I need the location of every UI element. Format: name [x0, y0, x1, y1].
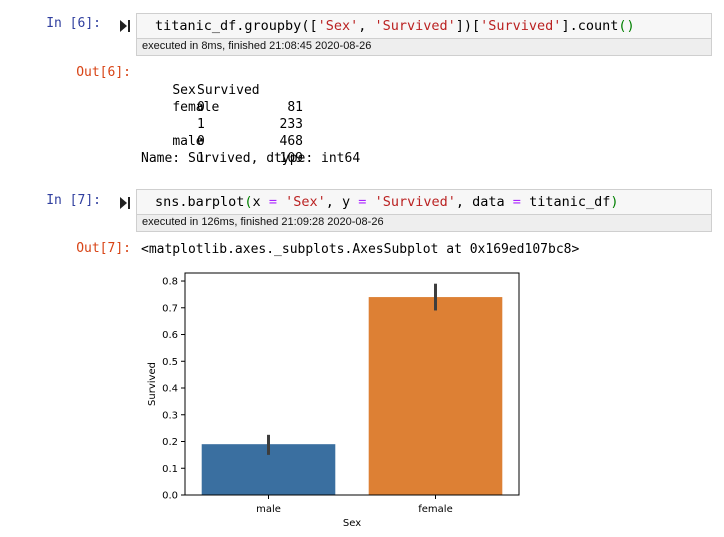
series-level: 0: [197, 134, 205, 149]
cell-6-code-input[interactable]: titanic_df.groupby(['Sex', 'Survived'])[…: [136, 13, 712, 39]
series-level: 0: [197, 100, 205, 115]
series-row: female 0 81: [141, 82, 303, 115]
y-axis-label: Survived: [147, 362, 158, 406]
code-p2-name: y: [342, 194, 351, 210]
axes-frame: [184, 272, 520, 496]
series-count: 109: [279, 151, 303, 166]
cell-7-code-input[interactable]: sns.barplot(x = 'Sex', y = 'Survived', d…: [136, 189, 712, 215]
code-func: sns.barplot: [155, 194, 245, 210]
series-level: 1: [197, 151, 205, 166]
x-tick-label: female: [418, 504, 452, 515]
cell-7-out-prompt: Out[7]:: [76, 241, 131, 256]
run-cell-7-icon[interactable]: [118, 196, 132, 210]
cell-6-exec-info: executed in 8ms, finished 21:08:45 2020-…: [136, 39, 712, 56]
series-count: 81: [287, 100, 303, 115]
y-tick-label: 0.1: [162, 464, 178, 475]
code-obj: titanic_df: [155, 18, 237, 34]
y-tick-label: 0.5: [162, 357, 178, 368]
series-header-col1: Sex: [172, 83, 196, 98]
y-tick-label: 0.4: [162, 384, 178, 395]
cell-6-out-prompt: Out[6]:: [76, 65, 131, 80]
series-footer: Name: Survived, dtype: int64: [141, 151, 361, 166]
cell-7-in-prompt: In [7]:: [46, 193, 101, 208]
x-tick-label: male: [256, 504, 281, 515]
y-tick-label: 0.6: [162, 330, 178, 341]
series-row: 1 109: [141, 133, 303, 166]
code-p2-val: 'Survived': [374, 194, 456, 210]
series-count: 468: [279, 134, 303, 149]
cell-7-exec-info: executed in 126ms, finished 21:09:28 202…: [136, 215, 712, 232]
series-row: 1 233: [141, 99, 303, 132]
series-group: male: [172, 134, 204, 149]
series-count: 233: [279, 117, 303, 132]
code-p3-val: titanic_df: [529, 194, 611, 210]
series-group: female: [172, 100, 220, 115]
code-method: .groupby: [236, 18, 302, 34]
bar-female: [368, 297, 503, 495]
code-p1-val: 'Sex': [285, 194, 326, 210]
y-tick-label: 0.7: [162, 303, 178, 314]
code-tail: .count: [569, 18, 619, 34]
code-index-key: 'Survived': [480, 18, 562, 34]
cell-7-output-text: <matplotlib.axes._subplots.AxesSubplot a…: [141, 242, 580, 257]
bar-chart: male female 0.0 0.1 0.2 0.3 0.4 0.5 0.6 0.7 0.8 Sex…: [140, 268, 540, 533]
y-tick-label: 0.3: [162, 410, 178, 421]
run-cell-6-icon[interactable]: [118, 19, 132, 33]
series-header-col2: Survived: [197, 83, 260, 98]
bar-chart-svg: male female 0.0 0.1 0.2 0.3 0.4 0.5 0.6 0.7 0.8 Sex…: [147, 272, 520, 529]
cell-6-in-prompt: In [6]:: [46, 16, 101, 31]
x-axis-label: Sex: [343, 518, 361, 529]
code-arg-0: 'Sex': [317, 18, 359, 34]
y-tick-label: 0.0: [162, 491, 178, 502]
y-tick-label: 0.2: [162, 437, 178, 448]
code-p1-name: x: [252, 194, 261, 210]
y-tick-label: 0.8: [162, 277, 178, 288]
series-level: 1: [197, 117, 205, 132]
series-row: male 0 468: [141, 116, 303, 149]
code-p3-name: data: [472, 194, 505, 210]
code-arg-1: 'Survived': [374, 18, 456, 34]
